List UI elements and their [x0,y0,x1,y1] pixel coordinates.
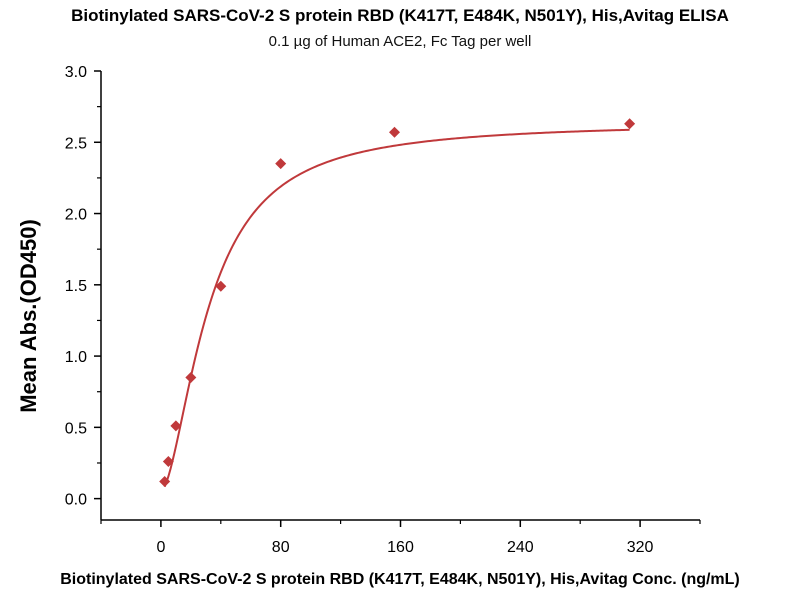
y-tick-label: 0.5 [65,420,87,437]
y-tick-label: 2.5 [65,135,87,152]
y-axis-label: Mean Abs.(OD450) [16,219,41,413]
x-tick-label: 320 [627,539,654,556]
data-point [159,476,171,488]
y-tick-label: 1.0 [65,349,87,366]
x-tick-label: 0 [156,539,165,556]
data-point [389,126,401,138]
y-tick-label: 2.0 [65,207,87,224]
data-point [215,280,227,292]
x-tick-label: 80 [272,539,290,556]
x-tick-label: 240 [507,539,534,556]
data-point [185,371,197,383]
x-axis-label: Biotinylated SARS-CoV-2 S protein RBD (K… [60,571,740,588]
y-tick-label: 3.0 [65,64,87,81]
data-point [170,420,182,432]
data-points [159,118,636,488]
y-tick-label: 1.5 [65,278,87,295]
y-axis-ticks: 0.0 0.5 1.0 1.5 2.0 2.5 3.0 [65,64,101,509]
fit-curve [163,128,630,488]
y-tick-label: 0.0 [65,492,87,509]
axes [100,71,700,521]
x-axis-ticks: 0 80 160 240 320 [100,520,701,556]
x-tick-label: 160 [387,539,414,556]
chart-title: Biotinylated SARS-CoV-2 S protein RBD (K… [71,6,729,25]
data-point [275,158,287,170]
chart-subtitle: 0.1 µg of Human ACE2, Fc Tag per well [268,33,532,50]
data-point [162,456,174,468]
data-point [624,118,636,130]
